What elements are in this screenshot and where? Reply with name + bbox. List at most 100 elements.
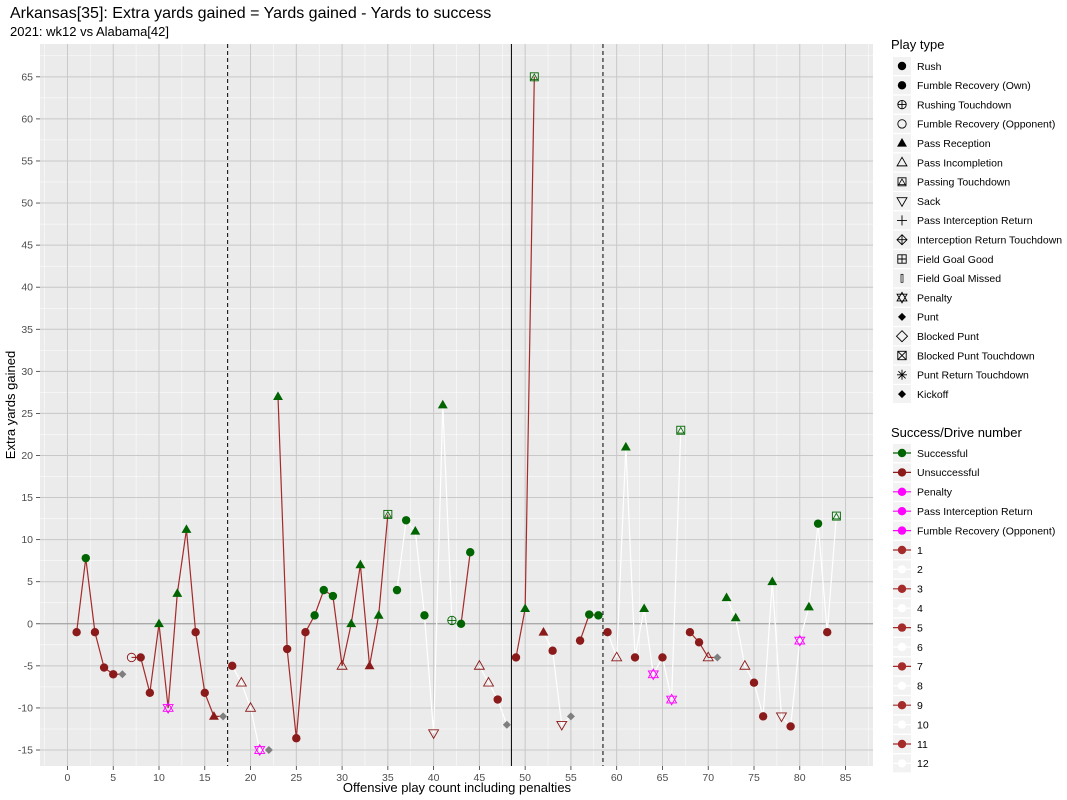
data-point [301, 628, 310, 637]
data-point [392, 585, 402, 595]
legend-play-label: Sack [917, 196, 941, 208]
legend-play-label: Blocked Punt Touchdown [917, 350, 1035, 362]
y-tick-label: 50 [21, 198, 33, 210]
data-point [208, 711, 219, 720]
axes: 0 5 10 15 20 25 30 35 40 45 50 55 60 65 70 75 80 85-15-10… [18, 71, 852, 784]
x-tick-label: 35 [382, 772, 394, 784]
y-tick-label: 15 [21, 492, 33, 504]
legend-play-label: Field Goal Good [917, 254, 994, 266]
legend-play-icon [898, 312, 906, 321]
legend-success-label: 9 [917, 700, 923, 712]
y-tick-label: 30 [21, 366, 33, 378]
legend-success-label: Pass Interception Return [917, 506, 1033, 518]
legend-play-label: Interception Return Touchdown [917, 235, 1062, 247]
legend-play-icon [897, 81, 907, 90]
data-point [81, 553, 90, 563]
legend-play-label: Penalty [917, 292, 953, 304]
data-point [538, 627, 549, 636]
data-point [273, 391, 283, 400]
data-point [831, 511, 841, 521]
legend-play-icon [895, 330, 909, 343]
legend-success-label: Fumble Recovery (Opponent) [917, 525, 1055, 537]
y-tick-label: 60 [21, 113, 33, 125]
data-point [126, 652, 137, 663]
data-point [136, 653, 145, 662]
x-tick-label: 25 [290, 772, 302, 784]
data-point [109, 670, 118, 679]
x-tick-label: 60 [611, 772, 623, 784]
legend-dot [897, 507, 907, 516]
legend-play-icon [896, 291, 908, 304]
data-point [694, 638, 704, 647]
data-point [493, 695, 502, 704]
legend-success-label: 12 [917, 758, 929, 770]
x-tick-label: 65 [657, 772, 669, 784]
legend-play-icon [896, 197, 908, 208]
legend-play-icon [897, 99, 907, 110]
data-point [355, 559, 366, 569]
legend-success-title: Success/Drive number [891, 425, 1022, 440]
data-point [200, 688, 209, 697]
data-point [292, 734, 301, 743]
data-point [482, 676, 495, 687]
legend-success-drive: Success/Drive number Successful Unsuccess… [891, 425, 1055, 773]
data-point [447, 615, 457, 626]
legend-play-label: Blocked Punt [917, 331, 979, 343]
data-point [520, 603, 531, 613]
legend-dot [897, 545, 907, 555]
x-tick-label: 70 [702, 772, 714, 784]
y-tick-label: 0 [27, 618, 33, 630]
data-point [603, 628, 612, 637]
x-tick-label: 40 [428, 772, 440, 784]
x-tick-label: 45 [474, 772, 486, 784]
legend-play-label: Punt [917, 312, 939, 324]
data-point [364, 660, 375, 670]
legend-success-label: 11 [917, 739, 928, 751]
legend-key-bg [893, 288, 911, 307]
legend-dot [897, 623, 907, 632]
data-point [620, 441, 631, 451]
legend-key-bg [893, 192, 911, 211]
data-point [529, 72, 539, 82]
y-tick-label: 25 [21, 408, 33, 420]
data-point [676, 425, 686, 435]
legend-key-bg [893, 327, 911, 346]
legend-dot [897, 565, 907, 574]
data-point [685, 628, 695, 637]
y-axis-label: Extra yards gained [3, 351, 18, 459]
data-point [282, 644, 292, 654]
data-point [610, 651, 623, 662]
data-point [730, 612, 741, 622]
data-point [244, 701, 257, 712]
legend-dot [897, 604, 907, 613]
legend-success-label: 1 [917, 545, 923, 557]
data-point [90, 628, 100, 637]
legend-play-icon [897, 350, 907, 361]
data-point [427, 729, 440, 740]
y-tick-label: -15 [18, 745, 33, 757]
data-point [813, 519, 823, 528]
data-point [665, 693, 678, 706]
data-point [630, 653, 640, 662]
legend-dot [897, 642, 907, 652]
y-tick-label: 40 [21, 282, 33, 294]
data-point [401, 516, 411, 525]
legend-play-label: Fumble Recovery (Opponent) [917, 119, 1055, 131]
x-tick-label: 0 [65, 772, 71, 784]
x-tick-label: 50 [519, 772, 531, 784]
data-point [228, 661, 237, 671]
data-point [647, 668, 660, 681]
data-point [253, 743, 266, 757]
data-point [566, 712, 575, 721]
data-point [511, 653, 521, 662]
legend-key-bg [893, 172, 911, 191]
y-tick-label: 5 [27, 576, 33, 588]
chart-title: Arkansas[35]: Extra yards gained = Yards… [10, 5, 491, 22]
legend-play-icon [896, 156, 908, 167]
x-tick-label: 10 [153, 772, 165, 784]
data-point [585, 610, 594, 619]
legend-play-label: Pass Incompletion [917, 157, 1003, 169]
legend-play-icon [897, 254, 907, 264]
legend-play-label: Rush [917, 61, 942, 73]
